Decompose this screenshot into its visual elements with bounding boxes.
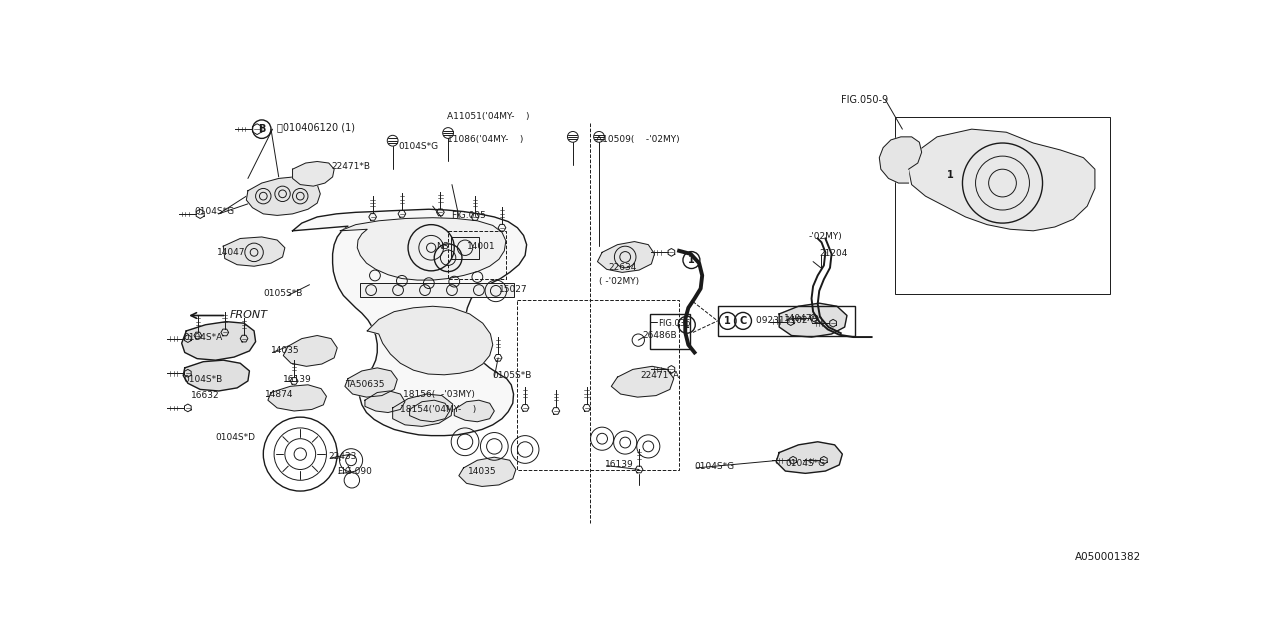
Text: 15027: 15027 [499, 285, 527, 294]
Bar [451, 237, 479, 259]
Text: 0104S*G: 0104S*G [695, 462, 735, 471]
Text: 14047: 14047 [218, 248, 246, 257]
Polygon shape [780, 303, 847, 337]
Text: 16632: 16632 [191, 391, 220, 400]
Text: 1: 1 [684, 320, 690, 330]
Bar [718, 307, 855, 335]
Text: 22433: 22433 [329, 452, 357, 461]
Polygon shape [293, 161, 334, 186]
Polygon shape [182, 322, 256, 360]
Text: 0104S*B: 0104S*B [183, 375, 223, 384]
Text: 0104S*G: 0104S*G [398, 141, 438, 150]
Bar [448, 231, 506, 278]
Text: 1: 1 [724, 316, 731, 326]
Polygon shape [879, 137, 922, 183]
Text: TA50635: TA50635 [344, 380, 384, 389]
Polygon shape [460, 457, 516, 486]
Text: 22471*B: 22471*B [332, 162, 370, 171]
Text: 16139: 16139 [605, 460, 634, 468]
Text: 1: 1 [689, 255, 695, 265]
Polygon shape [909, 129, 1094, 231]
Polygon shape [340, 218, 506, 280]
Text: 18154('04MY-    ): 18154('04MY- ) [401, 405, 476, 414]
Text: 14047A: 14047A [783, 314, 818, 323]
Polygon shape [393, 394, 453, 426]
Text: ( -'02MY): ( -'02MY) [599, 277, 639, 286]
Polygon shape [223, 237, 285, 266]
Text: 16139: 16139 [283, 375, 311, 384]
Text: 18156(  -'03MY): 18156( -'03MY) [403, 390, 475, 399]
Text: FIG.036: FIG.036 [658, 319, 691, 328]
Polygon shape [367, 307, 493, 375]
Text: 11086('04MY-    ): 11086('04MY- ) [447, 136, 524, 145]
Bar [895, 117, 1110, 294]
Bar [360, 283, 513, 297]
Text: A11051('04MY-    ): A11051('04MY- ) [447, 113, 529, 122]
Text: 14035: 14035 [271, 346, 300, 355]
Polygon shape [365, 391, 404, 413]
Text: FIG.005: FIG.005 [451, 211, 486, 220]
Text: 0105S*B: 0105S*B [264, 289, 302, 298]
Text: A10509(    -'02MY): A10509( -'02MY) [596, 136, 680, 145]
Text: NS: NS [436, 242, 449, 251]
Text: 14001: 14001 [467, 242, 495, 251]
Text: 0104S*D: 0104S*D [215, 433, 256, 442]
Text: 21204: 21204 [819, 250, 847, 259]
Text: 1: 1 [947, 170, 954, 180]
Text: 22634: 22634 [608, 263, 636, 272]
Text: C: C [740, 316, 746, 326]
Polygon shape [776, 442, 842, 474]
Text: -'02MY): -'02MY) [809, 232, 842, 241]
Text: FIG.090: FIG.090 [337, 467, 372, 476]
Polygon shape [293, 209, 526, 436]
Polygon shape [246, 177, 320, 216]
Text: FIG.050-9: FIG.050-9 [841, 95, 888, 105]
Text: Ⓑ010406120 (1): Ⓑ010406120 (1) [278, 123, 355, 132]
Bar [650, 314, 690, 349]
Text: 0104S*A: 0104S*A [183, 333, 223, 342]
Polygon shape [344, 368, 397, 397]
Text: A050001382: A050001382 [1075, 552, 1140, 562]
Polygon shape [598, 241, 654, 273]
Text: 0105S*B: 0105S*B [493, 371, 532, 380]
Text: 0104S*G: 0104S*G [786, 459, 826, 468]
Text: 092313102 (2): 092313102 (2) [756, 316, 823, 325]
Polygon shape [454, 400, 494, 422]
Polygon shape [612, 366, 673, 397]
Polygon shape [283, 335, 337, 366]
Polygon shape [183, 360, 250, 391]
Bar [517, 300, 680, 470]
Polygon shape [268, 385, 326, 411]
Polygon shape [410, 400, 449, 422]
Text: 14874: 14874 [265, 390, 293, 399]
Text: B: B [259, 124, 265, 134]
Text: 26486B: 26486B [643, 331, 677, 340]
Text: 0104S*G: 0104S*G [195, 207, 234, 216]
Text: 22471*A: 22471*A [640, 371, 680, 380]
Text: FRONT: FRONT [229, 310, 268, 321]
Text: 14035: 14035 [468, 467, 497, 476]
